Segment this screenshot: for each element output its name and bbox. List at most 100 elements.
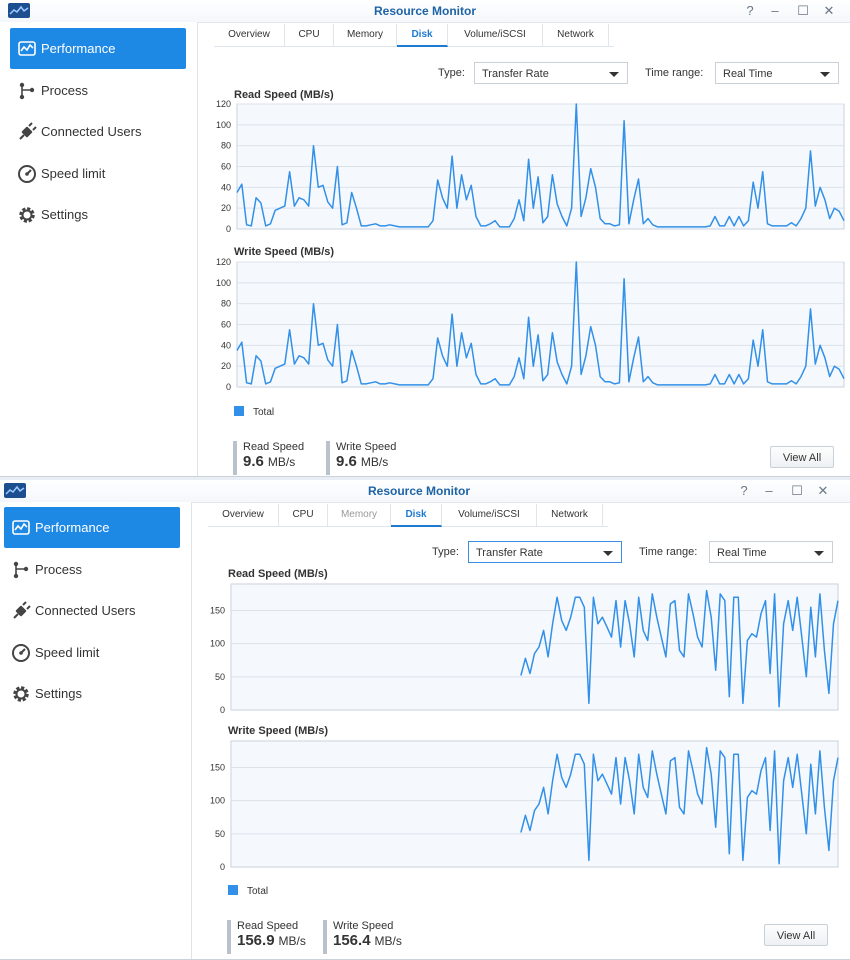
sidebar-item-label: Speed limit <box>35 645 100 660</box>
y-tick-label: 150 <box>210 606 225 616</box>
sidebar-item-speed-limit[interactable]: Speed limit <box>4 632 180 673</box>
chevron-down-icon <box>820 72 830 77</box>
chevron-down-icon <box>814 551 824 556</box>
write-speed-value: 9.6 <box>336 453 357 470</box>
performance-icon <box>12 520 30 535</box>
series-line-total <box>520 589 839 708</box>
y-tick-label: 40 <box>221 340 231 350</box>
chart-legend: Total <box>228 885 268 897</box>
minimize-button[interactable]: – <box>765 483 773 498</box>
close-button[interactable]: ✕ <box>823 3 835 18</box>
sidebar-item-connected-users[interactable]: Connected Users <box>4 590 180 631</box>
type-select[interactable]: Transfer Rate <box>468 541 622 563</box>
plug-icon <box>19 122 37 140</box>
sidebar-item-label: Settings <box>41 207 88 222</box>
gear-icon <box>19 207 35 223</box>
y-tick-label: 0 <box>220 862 225 872</box>
resource-monitor-window: Resource Monitor ? – ☐ ✕ Performance Pro… <box>0 480 850 960</box>
sidebar-item-performance[interactable]: Performance <box>10 28 186 69</box>
chevron-down-icon <box>609 72 619 77</box>
write-speed-stat: Write Speed 9.6 MB/s <box>326 441 396 475</box>
plot-area <box>230 740 839 868</box>
tab-network[interactable]: Network <box>543 24 609 46</box>
y-tick-label: 20 <box>221 203 231 213</box>
y-tick-label: 20 <box>221 361 231 371</box>
legend-label: Total <box>253 407 275 418</box>
read-speed-chart-title: Read Speed (MB/s) <box>234 89 334 101</box>
plot-area <box>230 583 839 711</box>
sidebar-item-settings[interactable]: Settings <box>4 673 180 714</box>
y-tick-label: 150 <box>210 763 225 773</box>
maximize-button[interactable]: ☐ <box>797 3 809 18</box>
tab-disk[interactable]: Disk <box>391 504 442 527</box>
sidebar-item-label: Process <box>41 83 88 98</box>
resource-monitor-app-icon <box>4 483 26 498</box>
read-speed-value: 156.9 <box>237 932 275 949</box>
time-range-select[interactable]: Real Time <box>715 62 839 84</box>
close-button[interactable]: ✕ <box>817 483 829 498</box>
read-speed-chart: 0 50 100 150 <box>210 583 839 715</box>
tab-overview[interactable]: Overview <box>214 24 285 46</box>
tab-cpu[interactable]: CPU <box>279 504 328 526</box>
gear-icon <box>13 686 29 702</box>
y-tick-label: 80 <box>221 141 231 151</box>
minimize-button[interactable]: – <box>771 3 779 18</box>
sidebar-item-label: Speed limit <box>41 166 106 181</box>
view-all-button[interactable]: View All <box>764 924 828 946</box>
title-bar: Resource Monitor ? – ☐ ✕ <box>0 0 850 23</box>
sidebar-item-performance[interactable]: Performance <box>4 507 180 548</box>
y-tick-label: 100 <box>210 796 225 806</box>
write-speed-chart-title: Write Speed (MB/s) <box>234 246 335 258</box>
y-tick-label: 120 <box>216 100 231 109</box>
write-speed-stat: Write Speed 156.4 MB/s <box>323 920 402 954</box>
resource-monitor-app-icon <box>8 3 30 18</box>
write-speed-unit: MB/s <box>360 455 389 469</box>
tab-volume-iscsi[interactable]: Volume/iSCSI <box>448 24 543 46</box>
write-speed-chart: 0 20 40 60 80 100 120 <box>216 258 845 392</box>
view-all-button[interactable]: View All <box>770 446 834 468</box>
write-speed-label: Write Speed <box>333 920 394 932</box>
y-tick-label: 80 <box>221 299 231 309</box>
sidebar: Performance Process Connected Users Spee… <box>0 502 192 959</box>
tab-memory[interactable]: Memory <box>328 504 391 526</box>
tab-network[interactable]: Network <box>537 504 603 526</box>
type-select[interactable]: Transfer Rate <box>474 62 628 84</box>
process-icon <box>13 561 29 579</box>
read-speed-chart-title: Read Speed (MB/s) <box>228 568 328 580</box>
type-label: Type: <box>432 546 459 558</box>
tab-bar: Overview CPU Memory Disk Volume/iSCSI Ne… <box>214 24 614 47</box>
series-line-total <box>520 746 839 865</box>
maximize-button[interactable]: ☐ <box>791 483 803 498</box>
help-button[interactable]: ? <box>740 483 748 498</box>
tab-overview[interactable]: Overview <box>208 504 279 526</box>
y-tick-label: 100 <box>216 278 231 288</box>
sidebar-item-speed-limit[interactable]: Speed limit <box>10 153 186 194</box>
write-speed-value: 156.4 <box>333 932 371 949</box>
y-tick-label: 50 <box>215 829 225 839</box>
sidebar-item-process[interactable]: Process <box>4 549 180 590</box>
tab-cpu[interactable]: CPU <box>285 24 334 46</box>
sidebar-item-label: Performance <box>35 520 110 535</box>
series-line-total <box>236 261 845 386</box>
tab-disk[interactable]: Disk <box>397 24 448 47</box>
series-line-total <box>236 103 845 228</box>
write-speed-label: Write Speed <box>336 441 397 453</box>
process-icon <box>19 82 35 100</box>
tab-volume-iscsi[interactable]: Volume/iSCSI <box>442 504 537 526</box>
read-speed-unit: MB/s <box>278 934 306 948</box>
tab-bar: Overview CPU Memory Disk Volume/iSCSI Ne… <box>208 504 608 527</box>
sidebar-item-process[interactable]: Process <box>10 70 186 111</box>
sidebar-item-connected-users[interactable]: Connected Users <box>10 111 186 152</box>
sidebar-item-settings[interactable]: Settings <box>10 194 186 235</box>
sidebar: Performance Process Connected Users Spee… <box>0 22 198 476</box>
help-button[interactable]: ? <box>746 3 754 18</box>
y-tick-label: 50 <box>215 672 225 682</box>
legend-label: Total <box>247 886 269 897</box>
tab-memory[interactable]: Memory <box>334 24 397 46</box>
time-range-select-value: Real Time <box>723 68 773 80</box>
performance-icon <box>18 41 36 56</box>
read-speed-label: Read Speed <box>237 920 299 932</box>
read-speed-stat: Read Speed 156.9 MB/s <box>227 920 306 954</box>
time-range-select[interactable]: Real Time <box>709 541 833 563</box>
type-label: Type: <box>438 67 465 79</box>
